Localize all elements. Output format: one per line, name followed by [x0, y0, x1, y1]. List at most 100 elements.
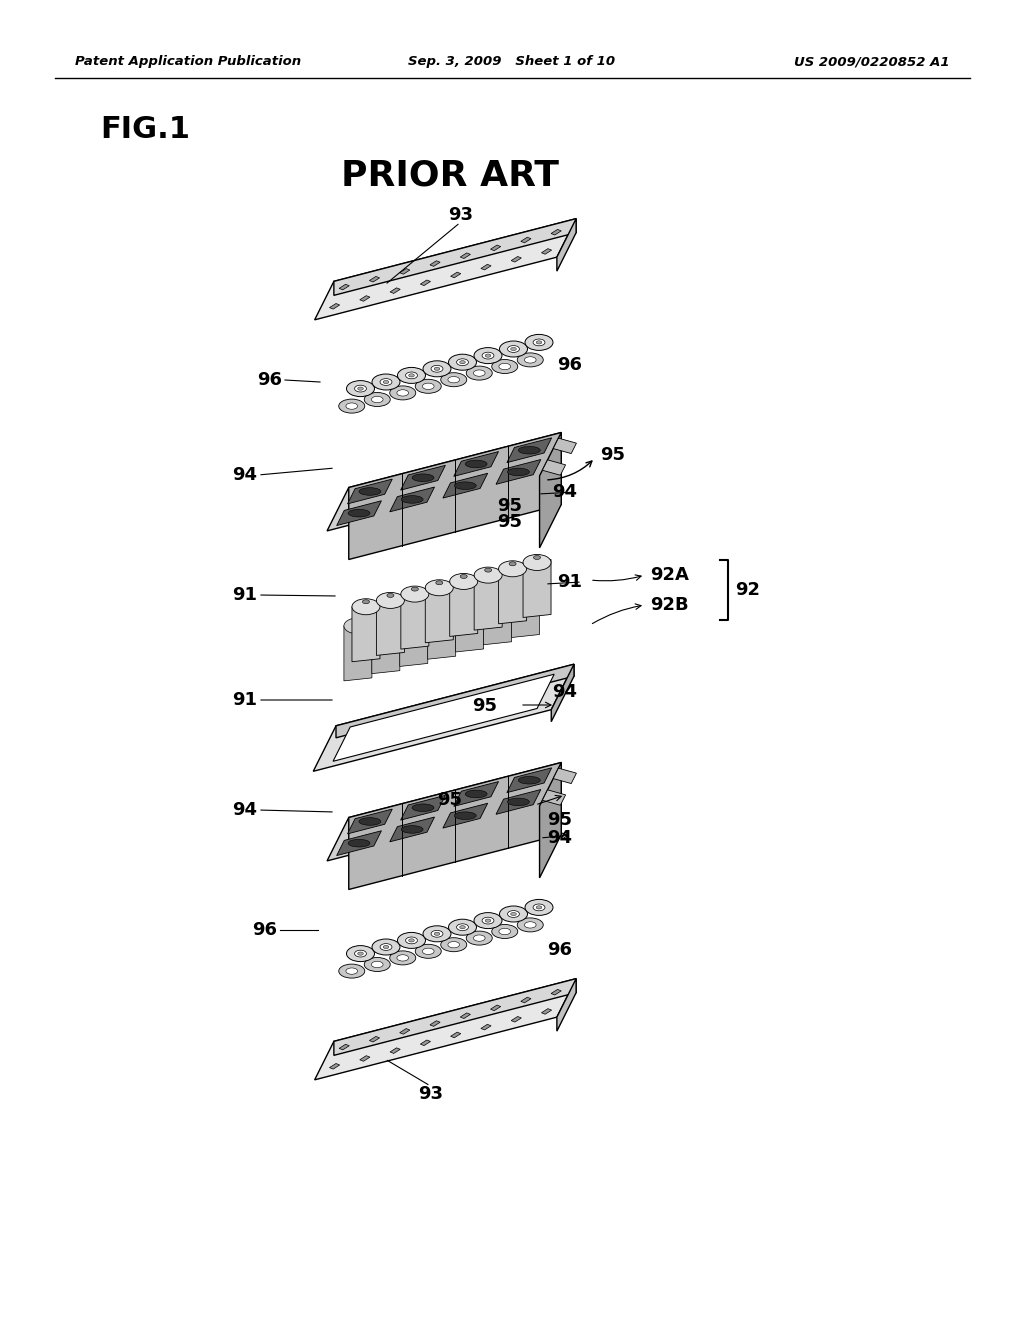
Polygon shape — [551, 664, 574, 722]
Ellipse shape — [518, 446, 541, 454]
Text: 95: 95 — [472, 697, 498, 715]
Ellipse shape — [387, 594, 394, 598]
Text: 93: 93 — [418, 1085, 443, 1104]
Polygon shape — [511, 579, 540, 638]
Polygon shape — [553, 438, 577, 454]
Ellipse shape — [482, 352, 494, 359]
Polygon shape — [314, 978, 577, 1080]
Polygon shape — [327, 433, 561, 531]
Polygon shape — [450, 578, 478, 636]
Polygon shape — [339, 284, 349, 290]
Polygon shape — [425, 585, 454, 643]
Polygon shape — [507, 438, 552, 462]
Text: Patent Application Publication: Patent Application Publication — [75, 55, 301, 69]
Ellipse shape — [397, 389, 409, 396]
Ellipse shape — [447, 376, 460, 383]
Ellipse shape — [357, 952, 364, 956]
Ellipse shape — [382, 612, 389, 616]
Polygon shape — [370, 1036, 380, 1041]
Polygon shape — [313, 664, 574, 771]
Polygon shape — [336, 664, 574, 738]
Ellipse shape — [440, 372, 467, 387]
Ellipse shape — [474, 912, 502, 928]
Polygon shape — [543, 459, 565, 475]
Text: 92A: 92A — [650, 566, 689, 583]
Ellipse shape — [474, 568, 502, 583]
Polygon shape — [451, 272, 461, 277]
Polygon shape — [399, 1028, 410, 1034]
Ellipse shape — [383, 380, 389, 384]
Polygon shape — [451, 1032, 461, 1038]
Ellipse shape — [423, 925, 451, 941]
Ellipse shape — [500, 341, 527, 356]
Ellipse shape — [346, 968, 357, 974]
Ellipse shape — [450, 573, 478, 590]
Text: 94: 94 — [553, 483, 578, 502]
Ellipse shape — [511, 912, 516, 916]
Text: 94: 94 — [553, 682, 578, 701]
Polygon shape — [540, 763, 561, 878]
Polygon shape — [521, 997, 531, 1003]
Ellipse shape — [406, 372, 418, 379]
Ellipse shape — [457, 359, 468, 366]
Ellipse shape — [517, 352, 544, 367]
Ellipse shape — [346, 380, 375, 396]
Ellipse shape — [339, 964, 365, 978]
Ellipse shape — [449, 354, 476, 370]
Polygon shape — [372, 615, 399, 673]
Ellipse shape — [465, 791, 487, 797]
Text: US 2009/0220852 A1: US 2009/0220852 A1 — [795, 55, 950, 69]
Text: 94: 94 — [232, 466, 257, 484]
Polygon shape — [390, 487, 434, 512]
Ellipse shape — [511, 347, 516, 351]
Ellipse shape — [460, 574, 467, 578]
Ellipse shape — [447, 941, 460, 948]
Polygon shape — [370, 276, 380, 282]
Text: 96: 96 — [548, 941, 572, 960]
Polygon shape — [344, 623, 372, 681]
Polygon shape — [333, 675, 554, 762]
Polygon shape — [496, 459, 541, 484]
Polygon shape — [334, 978, 577, 1056]
Polygon shape — [330, 1064, 340, 1069]
Polygon shape — [420, 1040, 430, 1045]
Text: 93: 93 — [447, 206, 473, 223]
Ellipse shape — [508, 799, 529, 805]
Text: Sep. 3, 2009   Sheet 1 of 10: Sep. 3, 2009 Sheet 1 of 10 — [409, 55, 615, 69]
Ellipse shape — [436, 581, 442, 585]
Ellipse shape — [434, 367, 439, 371]
Polygon shape — [483, 587, 512, 644]
Ellipse shape — [352, 599, 380, 615]
Ellipse shape — [522, 577, 529, 581]
Polygon shape — [557, 219, 577, 271]
Text: 94: 94 — [548, 829, 572, 847]
Ellipse shape — [499, 928, 511, 935]
Text: 95: 95 — [437, 791, 463, 809]
Ellipse shape — [509, 562, 516, 566]
Polygon shape — [454, 781, 499, 807]
Polygon shape — [359, 1056, 370, 1061]
Text: 96: 96 — [557, 356, 583, 374]
Polygon shape — [511, 1016, 521, 1022]
Polygon shape — [454, 451, 499, 477]
Ellipse shape — [473, 370, 485, 376]
Ellipse shape — [372, 374, 400, 389]
Polygon shape — [327, 763, 561, 861]
Ellipse shape — [492, 924, 518, 939]
Ellipse shape — [412, 587, 419, 591]
Ellipse shape — [508, 346, 519, 352]
Polygon shape — [553, 768, 577, 784]
Polygon shape — [390, 288, 400, 293]
Ellipse shape — [346, 945, 375, 961]
Ellipse shape — [362, 599, 370, 603]
Ellipse shape — [365, 957, 390, 972]
Polygon shape — [474, 572, 502, 630]
Ellipse shape — [460, 925, 465, 929]
Ellipse shape — [416, 944, 441, 958]
Ellipse shape — [406, 937, 418, 944]
Polygon shape — [540, 433, 561, 548]
Polygon shape — [523, 560, 551, 618]
Polygon shape — [507, 768, 552, 792]
Text: 91: 91 — [232, 586, 257, 605]
Ellipse shape — [397, 932, 426, 948]
